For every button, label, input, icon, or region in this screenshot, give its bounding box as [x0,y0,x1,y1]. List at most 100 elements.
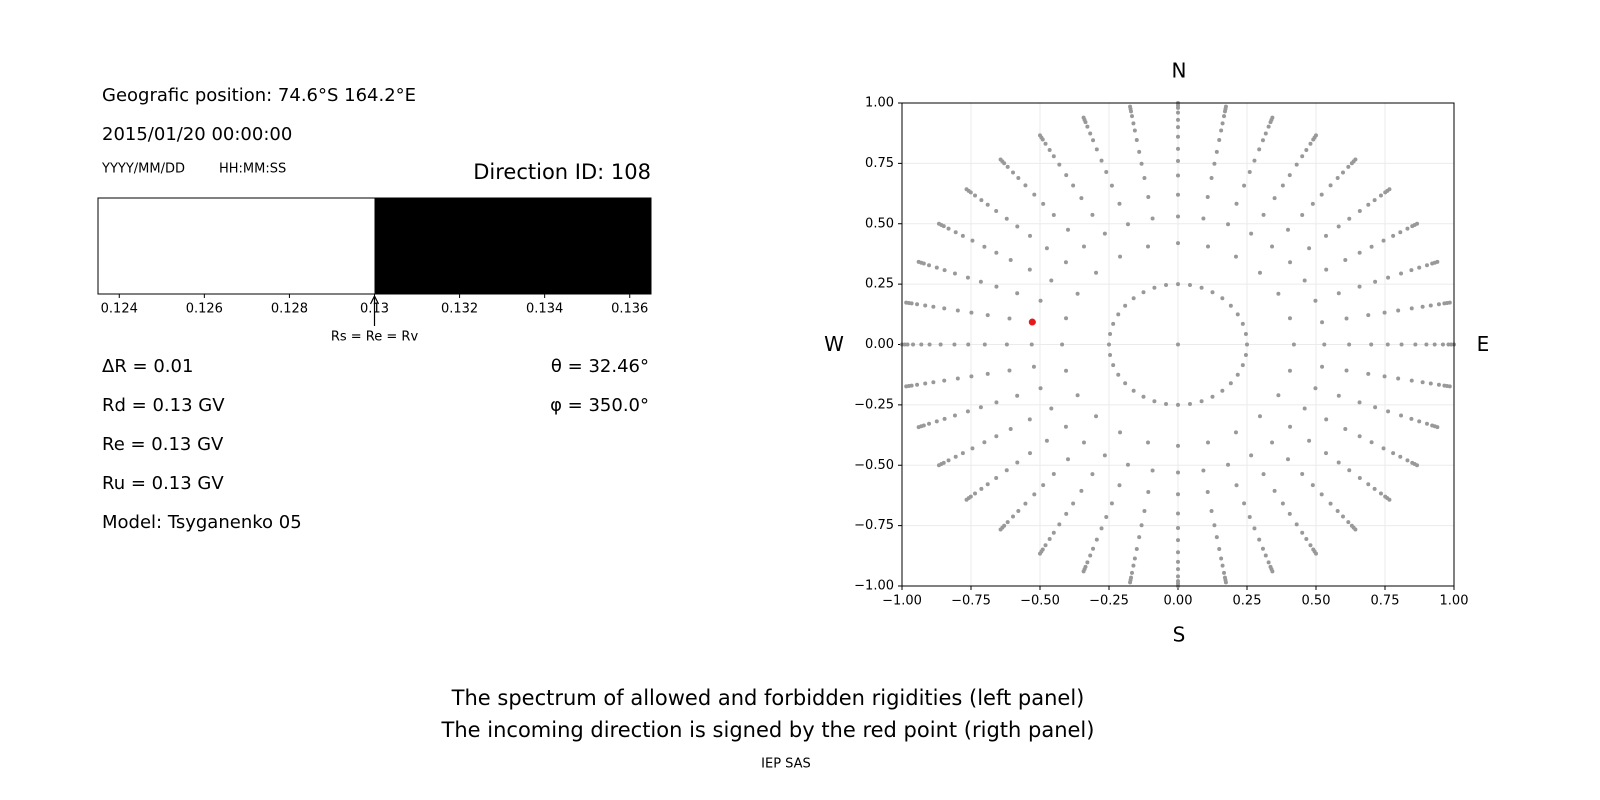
direction-point [1307,246,1312,251]
direction-point [1300,213,1305,218]
direction-point [1307,438,1312,443]
direction-point [970,238,975,243]
direction-point [1071,183,1076,188]
x-tick-label: −0.25 [1089,594,1129,609]
direction-point [1199,285,1204,290]
direction-point [1391,233,1396,238]
direction-point [1405,458,1410,463]
direction-point [1044,246,1049,251]
direction-point [979,198,984,203]
direction-point [1304,147,1309,152]
direction-point [1214,535,1219,540]
direction-point [942,416,947,421]
annotation-arrowhead [369,294,380,305]
direction-point [1079,196,1084,201]
y-tick-label: 0.00 [865,337,894,352]
direction-point [994,476,999,481]
direction-point [1043,543,1048,548]
direction-point [1398,454,1403,459]
direction-point [1336,393,1341,398]
direction-point [1314,133,1318,138]
direction-point [1049,278,1054,283]
direction-point [1243,332,1248,337]
direction-point [1005,164,1010,169]
direction-point [1369,440,1374,445]
direction-point [1396,376,1401,381]
direction-point [942,378,947,383]
direction-point [1066,227,1071,232]
y-tick-label: −0.75 [854,518,894,533]
direction-point [1015,291,1020,296]
direction-point [1435,425,1440,430]
direction-point [1387,497,1392,502]
direction-point [1176,192,1180,197]
direction-point [1117,483,1122,488]
direction-point [1320,320,1325,325]
direction-point [1209,508,1214,513]
direction-point [1324,267,1329,272]
direction-point [1447,300,1452,305]
direction-point [1116,312,1121,317]
direction-point [1347,468,1352,473]
direction-point [955,308,960,313]
direction-point [1217,547,1222,552]
x-tick-label: −0.50 [1020,594,1060,609]
direction-point [1366,371,1371,376]
direction-point [1091,546,1096,551]
caption-line: The spectrum of allowed and forbidden ri… [451,686,1085,710]
direction-point [1272,488,1277,493]
direction-point [1176,550,1180,555]
spectrum-segment [374,198,651,294]
direction-point [1141,394,1146,399]
direction-point [1436,382,1441,387]
direction-point [1263,553,1268,558]
direction-point [1212,161,1217,166]
direction-id: Direction ID: 108 [473,160,651,184]
direction-point [998,527,1003,532]
direction-point [1094,537,1099,542]
direction-point [1075,291,1080,296]
direction-point [1417,265,1422,270]
direction-point [1085,124,1090,129]
direction-point [1139,523,1144,528]
direction-point [1011,170,1016,175]
direction-point [1220,388,1225,393]
direction-point [1176,526,1180,531]
direction-point [1343,257,1348,262]
direction-point [970,446,975,451]
direction-point [1088,553,1093,558]
direction-point [905,342,910,347]
direction-point [1075,393,1080,398]
direction-point [1051,213,1056,218]
direction-point [1409,268,1414,273]
direction-point [1391,451,1396,456]
selected-direction [1028,318,1036,326]
direction-point [1242,501,1247,506]
direction-point [1366,313,1371,318]
direction-point [1104,170,1109,175]
direction-point [1270,244,1275,249]
direction-point [915,302,920,307]
direction-point [1222,114,1227,119]
direction-point [1288,424,1293,429]
direction-point [1176,125,1180,130]
direction-point [1217,137,1222,142]
direction-point [1257,270,1262,275]
direction-point [1319,492,1324,497]
direction-point [1366,482,1371,487]
ru: Ru = 0.13 GV [102,473,224,494]
direction-point [1413,342,1418,347]
direction-point [1378,491,1383,496]
direction-point [942,268,947,273]
direction-point [1141,290,1146,295]
direction-point [1108,332,1113,337]
direction-point [1016,176,1021,181]
direction-point [1222,570,1227,575]
direction-point [1220,563,1225,568]
direction-point [1346,164,1351,169]
direction-point [1146,489,1151,494]
direction-point [1131,563,1136,568]
direction-point [1066,457,1071,462]
direction-point [1201,216,1206,221]
direction-point [1270,115,1275,120]
